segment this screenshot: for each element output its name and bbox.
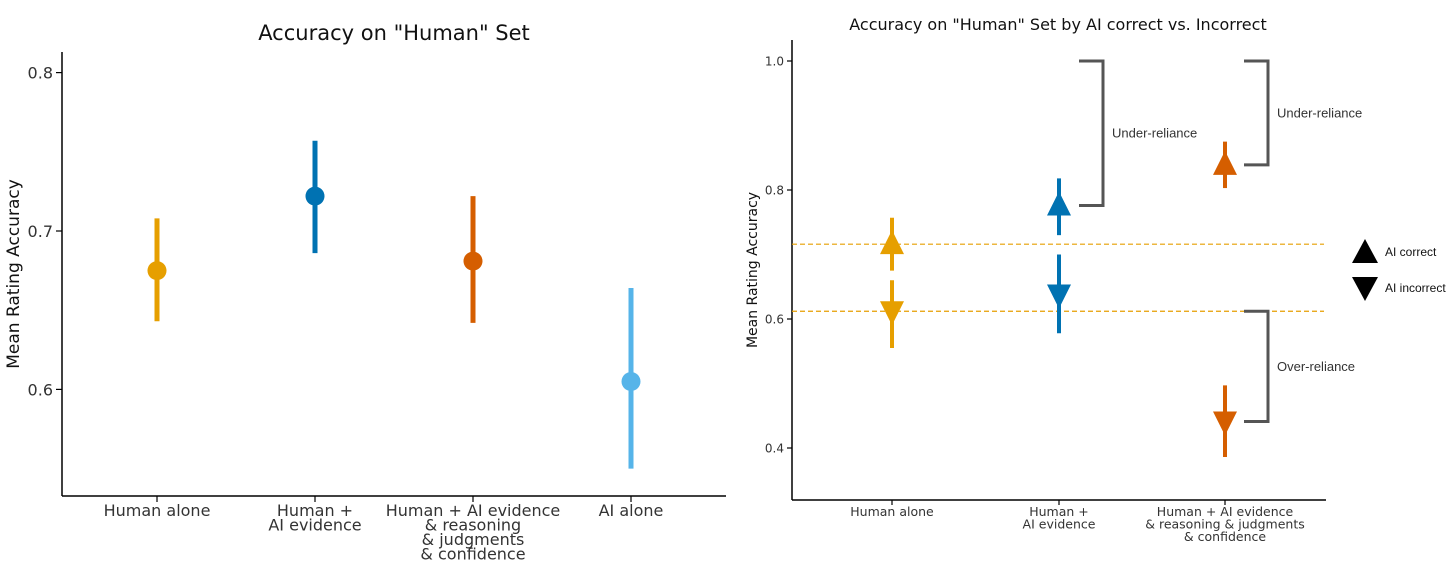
- left-y-tick-label: 0.6: [28, 380, 53, 399]
- left-y-tick-label: 0.7: [28, 222, 53, 241]
- triangle-up-human-ai-evidence-reasoning-judgments-confidence: [1213, 150, 1237, 175]
- point-human-ai-evidence: [305, 186, 325, 206]
- left-x-tick-label: Human alone: [104, 501, 211, 520]
- left-x-tick-label: AI evidence: [268, 516, 361, 535]
- left-y-tick-label: 0.8: [28, 64, 53, 83]
- right-x-tick-label: AI evidence: [1023, 517, 1096, 532]
- legend-label-ai-incorrect: AI incorrect: [1385, 281, 1446, 295]
- triangle-down-human-alone: [880, 301, 904, 326]
- right-y-tick-label: 1.0: [765, 55, 784, 69]
- right-x-tick-label: Human + AI evidence: [1157, 504, 1294, 519]
- triangle-down-human-ai-evidence-reasoning-judgments-confidence: [1213, 411, 1237, 436]
- bracket-under-reliance: [1244, 59, 1270, 167]
- left-x-tick-label: Human +: [277, 501, 353, 520]
- right-points: [880, 141, 1237, 458]
- left-y-ticks: 0.6 0.7 0.8: [28, 64, 62, 399]
- annotation-over-reliance: Over-reliance: [1277, 359, 1355, 374]
- left-x-ticks: Human alone Human +AI evidence Human + AI …: [104, 496, 664, 564]
- triangle-up-human-ai-evidence: [1047, 191, 1071, 216]
- right-x-tick-label: Human alone: [850, 504, 934, 519]
- left-chart-title: Accuracy on "Human" Set: [258, 21, 530, 45]
- right-legend: AI correct AI incorrect: [1352, 239, 1446, 301]
- right-x-ticks: Human alone Human +AI evidence Human + AI …: [850, 500, 1305, 544]
- right-y-tick-label: 0.6: [765, 313, 784, 327]
- right-y-axis-label: Mean Rating Accuracy: [745, 192, 761, 348]
- left-x-tick-label: AI alone: [599, 501, 664, 520]
- left-x-tick-label: & reasoning: [425, 516, 521, 535]
- point-human-alone: [147, 261, 167, 281]
- triangle-down-human-ai-evidence: [1047, 284, 1071, 309]
- right-y-tick-label: 0.8: [765, 184, 784, 198]
- annotation-under-reliance: Under-reliance: [1112, 126, 1197, 141]
- right-chart-title: Accuracy on "Human" Set by AI correct vs…: [849, 15, 1266, 34]
- left-x-tick-label: & judgments: [422, 530, 525, 549]
- left-x-tick-label: & confidence: [420, 545, 525, 564]
- bracket-over-reliance: [1244, 309, 1270, 424]
- point-human-ai-evidence-reasoning-judgments-confidence: [463, 251, 483, 271]
- right-chart: Accuracy on "Human" Set by AI correct vs…: [745, 15, 1446, 544]
- right-x-tick-label: & confidence: [1184, 529, 1266, 544]
- left-points: [147, 140, 641, 469]
- legend-ai-incorrect-icon: [1352, 277, 1378, 301]
- right-x-tick-label: Human +: [1029, 504, 1089, 519]
- legend-label-ai-correct: AI correct: [1385, 245, 1437, 259]
- bracket-under-reliance: [1079, 59, 1105, 207]
- right-y-ticks: 0.4 0.6 0.8 1.0: [765, 55, 792, 456]
- legend-ai-correct-icon: [1352, 239, 1378, 263]
- right-y-tick-label: 0.4: [765, 442, 784, 456]
- left-chart: Accuracy on "Human" Set Mean Rating Accu…: [4, 21, 726, 564]
- point-ai-alone: [621, 371, 641, 391]
- right-annotations: Under-reliance Under-reliance Over-relianc…: [1079, 59, 1362, 424]
- left-x-tick-label: Human + AI evidence: [386, 501, 561, 520]
- right-x-tick-label: & reasoning & judgments: [1145, 517, 1305, 532]
- left-y-axis-label: Mean Rating Accuracy: [4, 179, 24, 369]
- annotation-under-reliance: Under-reliance: [1277, 105, 1362, 120]
- triangle-up-human-alone: [880, 230, 904, 255]
